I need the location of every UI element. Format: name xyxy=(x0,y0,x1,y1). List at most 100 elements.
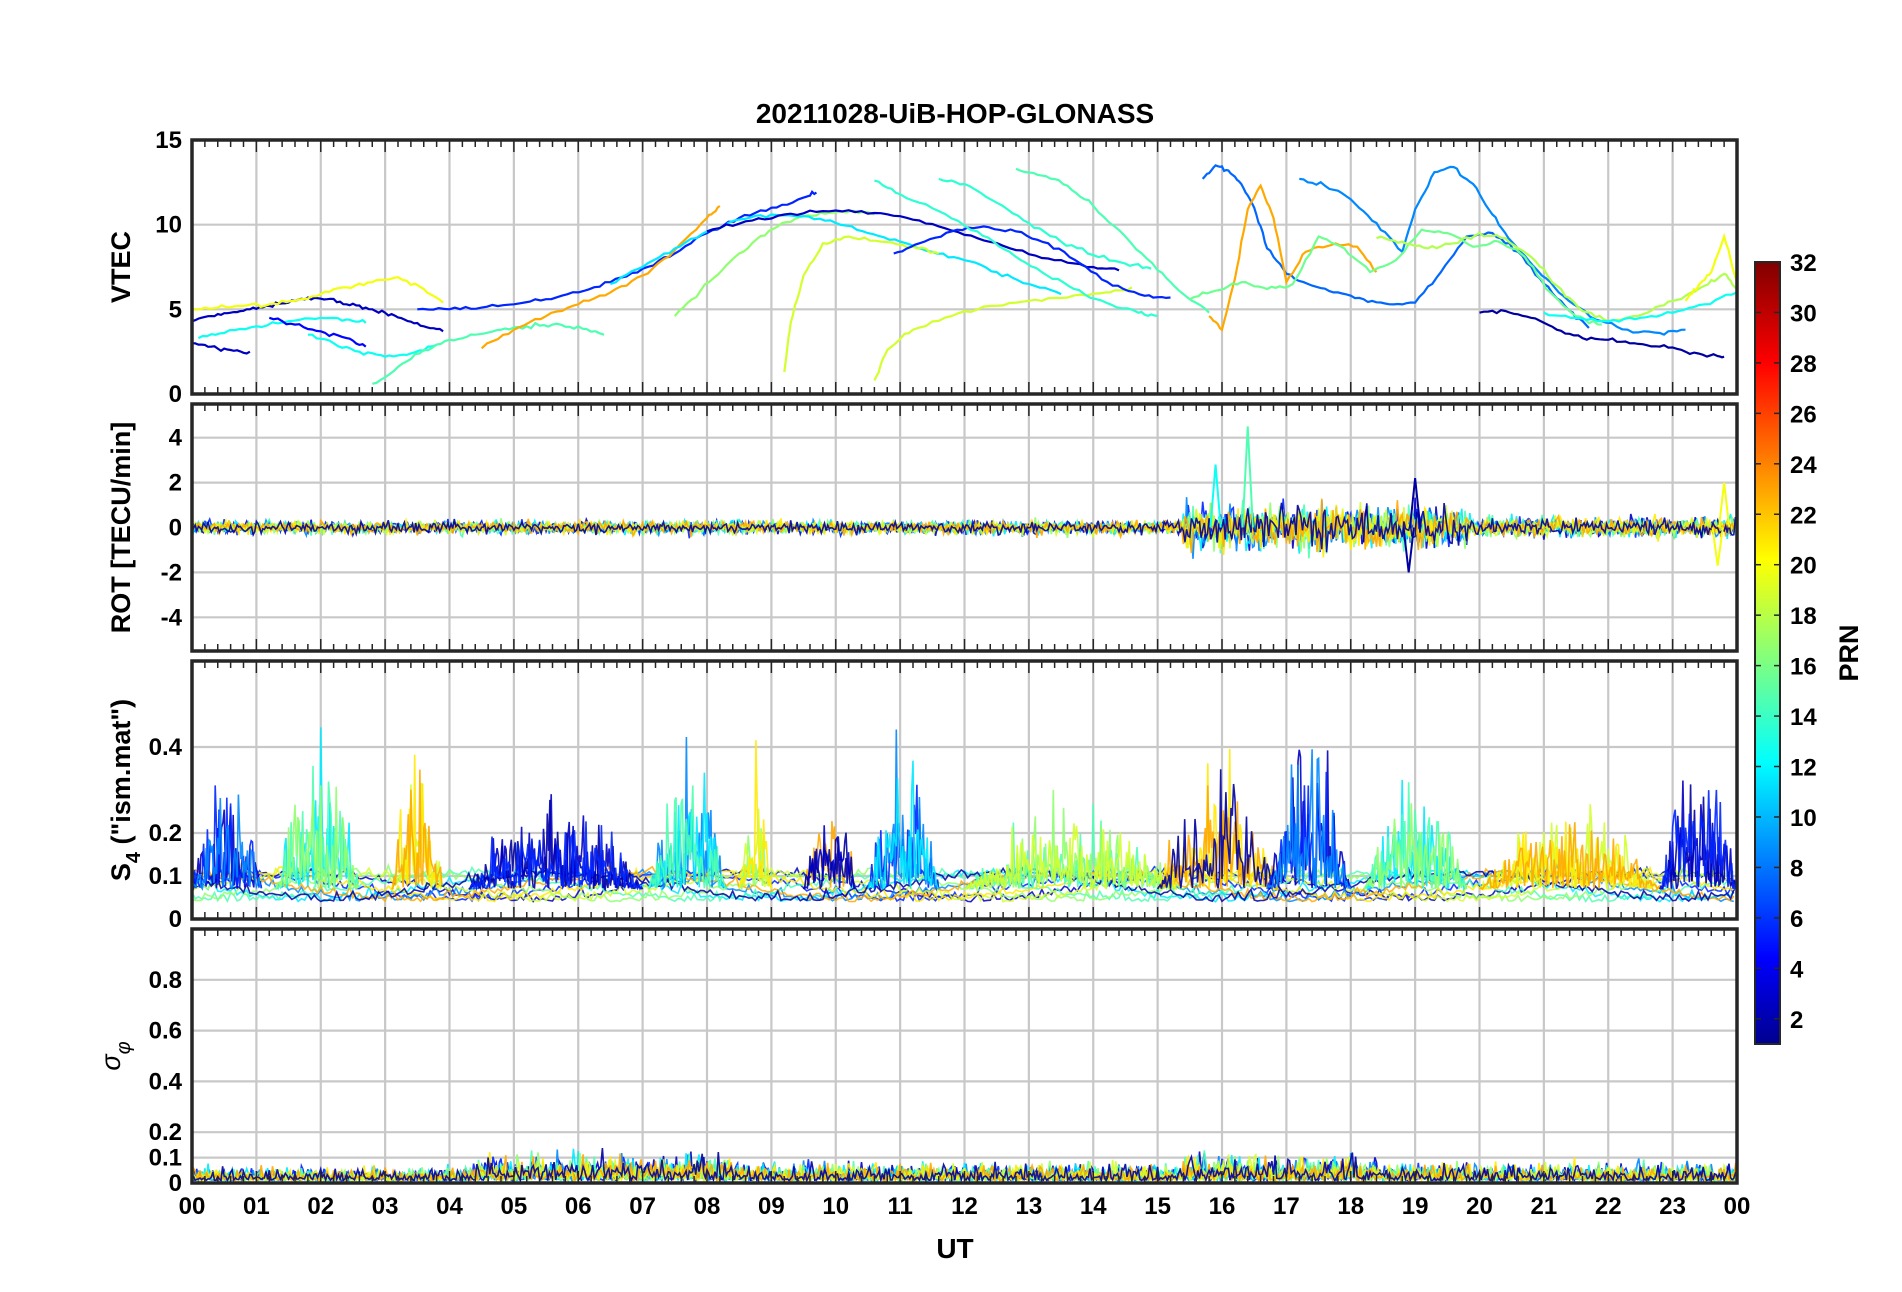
s4-series-line xyxy=(192,863,1735,903)
colorbar-tick-label: 30 xyxy=(1790,300,1817,327)
s4-active-series-line xyxy=(648,785,727,890)
x-tick-label: 00 xyxy=(179,1193,206,1220)
s4-series-line xyxy=(192,866,1735,903)
colorbar-tick-label: 28 xyxy=(1790,351,1817,378)
plot-area xyxy=(192,164,1737,385)
colorbar-tick-label: 12 xyxy=(1790,755,1817,782)
x-tick-label: 02 xyxy=(307,1193,334,1220)
y-tick-label: 0.2 xyxy=(149,1119,182,1146)
colorbar-tick-label: 2 xyxy=(1790,1007,1803,1034)
s4-active-series-line xyxy=(1659,789,1737,891)
x-tick-label: 08 xyxy=(694,1193,721,1220)
s4-active-series-line xyxy=(1266,749,1352,891)
y-tick-label: 0.6 xyxy=(149,1018,182,1045)
y-tick-label: 0.8 xyxy=(149,967,182,994)
colorbar-label: PRN xyxy=(1834,624,1864,681)
x-tick-label: 09 xyxy=(758,1193,785,1220)
x-tick-label: 21 xyxy=(1531,1193,1558,1220)
colorbar-tick-label: 22 xyxy=(1790,502,1817,529)
y-tick-label: 0.4 xyxy=(149,734,183,761)
x-tick-label: 10 xyxy=(822,1193,849,1220)
x-tick-label: 07 xyxy=(629,1193,656,1220)
s4-series-line xyxy=(192,862,1735,903)
axes-frame xyxy=(190,402,1739,653)
s4-series-line xyxy=(192,862,1735,903)
y-axis-label: ROT [TECU/min] xyxy=(106,422,136,633)
x-tick-label: 17 xyxy=(1273,1193,1300,1220)
axes-frame xyxy=(190,138,1739,396)
s4-active-series-line xyxy=(468,821,644,892)
plot-area xyxy=(192,727,1737,903)
s4-active-series-line xyxy=(964,823,1177,892)
y-tick-label: 0.4 xyxy=(149,1068,183,1095)
x-tick-label: 14 xyxy=(1080,1193,1107,1220)
x-tick-label: 19 xyxy=(1402,1193,1429,1220)
s4-active-series-line xyxy=(192,794,262,891)
y-tick-label: 5 xyxy=(169,296,182,323)
x-tick-label: 00 xyxy=(1724,1193,1751,1220)
x-tick-label: 03 xyxy=(372,1193,399,1220)
vtec-series-line xyxy=(1543,291,1737,323)
colorbar-tick-label: 16 xyxy=(1790,654,1817,681)
y-tick-label: 0.1 xyxy=(149,863,182,890)
y-axis-label: S4 ("ism.mat") xyxy=(106,699,145,881)
x-tick-label: 11 xyxy=(887,1193,912,1220)
vtec-series-line xyxy=(372,321,605,385)
vtec-series-line xyxy=(192,276,444,311)
vtec-series-line xyxy=(268,316,367,348)
axes-frame xyxy=(190,927,1739,1185)
y-tick-label: 0.2 xyxy=(149,820,182,847)
rot-peak xyxy=(1241,426,1254,528)
colorbar-tick-label: 26 xyxy=(1790,401,1817,428)
y-tick-label: 0.1 xyxy=(149,1145,182,1172)
vtec-series-line xyxy=(480,205,721,350)
x-tick-label: 23 xyxy=(1659,1193,1686,1220)
vtec-series-line xyxy=(1189,228,1602,326)
vtec-series-line xyxy=(874,179,1158,318)
s4-active-series-line xyxy=(192,785,263,890)
x-tick-label: 12 xyxy=(951,1193,978,1220)
y-tick-label: 0 xyxy=(169,906,182,933)
vtec-series-line xyxy=(307,333,437,358)
colorbar-tick-label: 10 xyxy=(1790,805,1817,832)
s4-series-line xyxy=(192,863,1735,903)
y-tick-label: 15 xyxy=(155,127,182,154)
s4-active-series-line xyxy=(738,740,773,890)
vtec-series-line xyxy=(938,177,1152,270)
vtec-series-line xyxy=(192,342,251,355)
colorbar-tick-label: 18 xyxy=(1790,603,1817,630)
x-tick-label: 04 xyxy=(436,1193,463,1220)
vtec-series-line xyxy=(610,213,1062,296)
x-tick-label: 01 xyxy=(243,1193,270,1220)
y-tick-label: 2 xyxy=(169,470,182,497)
rot-peak xyxy=(1209,464,1222,528)
s4-active-series-line xyxy=(274,785,359,892)
colorbar-tick-label: 24 xyxy=(1790,452,1817,479)
x-tick-label: 13 xyxy=(1016,1193,1043,1220)
s4-active-series-line xyxy=(867,760,940,890)
x-tick-label: 22 xyxy=(1595,1193,1622,1220)
colorbar-tick-label: 4 xyxy=(1790,956,1804,983)
vtec-series-line xyxy=(1376,231,1737,323)
s4-active-series-line xyxy=(1156,785,1281,891)
panel-2: -4 -2 0 2 4 ROT [TECU/min] xyxy=(106,402,1739,653)
chart-title: 20211028-UiB-HOP-GLONASS xyxy=(756,98,1154,129)
x-tick-label: 20 xyxy=(1466,1193,1493,1220)
vtec-series-line xyxy=(1479,309,1725,359)
x-axis: UT 00 01 02 03 04 05 06 07 08 09 10 11 12 13 14 15 16 17 1… xyxy=(179,1193,1751,1264)
rot-series-line xyxy=(192,502,1737,553)
s4-active-series-line xyxy=(1156,769,1281,890)
vtec-series-line xyxy=(417,189,818,311)
x-tick-label: 05 xyxy=(501,1193,528,1220)
y-axis-label: σφ xyxy=(96,1041,135,1070)
axes-frame xyxy=(190,659,1739,921)
panel-1: 0 5 10 15 VTEC xyxy=(106,127,1739,408)
panel-3: 0 0.1 0.2 0.4S4 ("ism.mat") xyxy=(106,659,1739,933)
vtec-series-line xyxy=(706,209,1120,272)
y-tick-label: 0 xyxy=(169,515,182,542)
x-tick-label: 16 xyxy=(1209,1193,1236,1220)
vtec-series-line xyxy=(1684,232,1737,302)
colorbar-tick-label: 32 xyxy=(1790,250,1817,277)
